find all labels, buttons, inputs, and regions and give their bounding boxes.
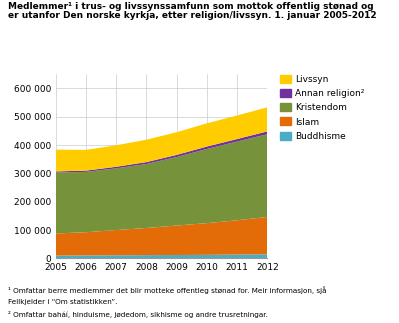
Text: Medlemmer¹ i trus- og livssynssamfunn som mottok offentlig stønad og: Medlemmer¹ i trus- og livssynssamfunn so… [8,2,373,11]
Text: er utanfor Den norske kyrkja, etter religion/livssyn. 1. januar 2005-2012: er utanfor Den norske kyrkja, etter reli… [8,11,377,20]
Text: Feilkjelder i “Om statistikken”.: Feilkjelder i “Om statistikken”. [8,299,117,305]
Legend: Livssyn, Annan religion², Kristendom, Islam, Buddhisme: Livssyn, Annan religion², Kristendom, Is… [280,75,364,141]
Text: ¹ Omfattar berre medlemmer det blir motteke offentleg stønad for. Meir informasj: ¹ Omfattar berre medlemmer det blir mott… [8,286,326,294]
Text: ² Omfattar baháí, hinduisme, jødedom, sikhisme og andre trusretningar.: ² Omfattar baháí, hinduisme, jødedom, si… [8,311,268,318]
